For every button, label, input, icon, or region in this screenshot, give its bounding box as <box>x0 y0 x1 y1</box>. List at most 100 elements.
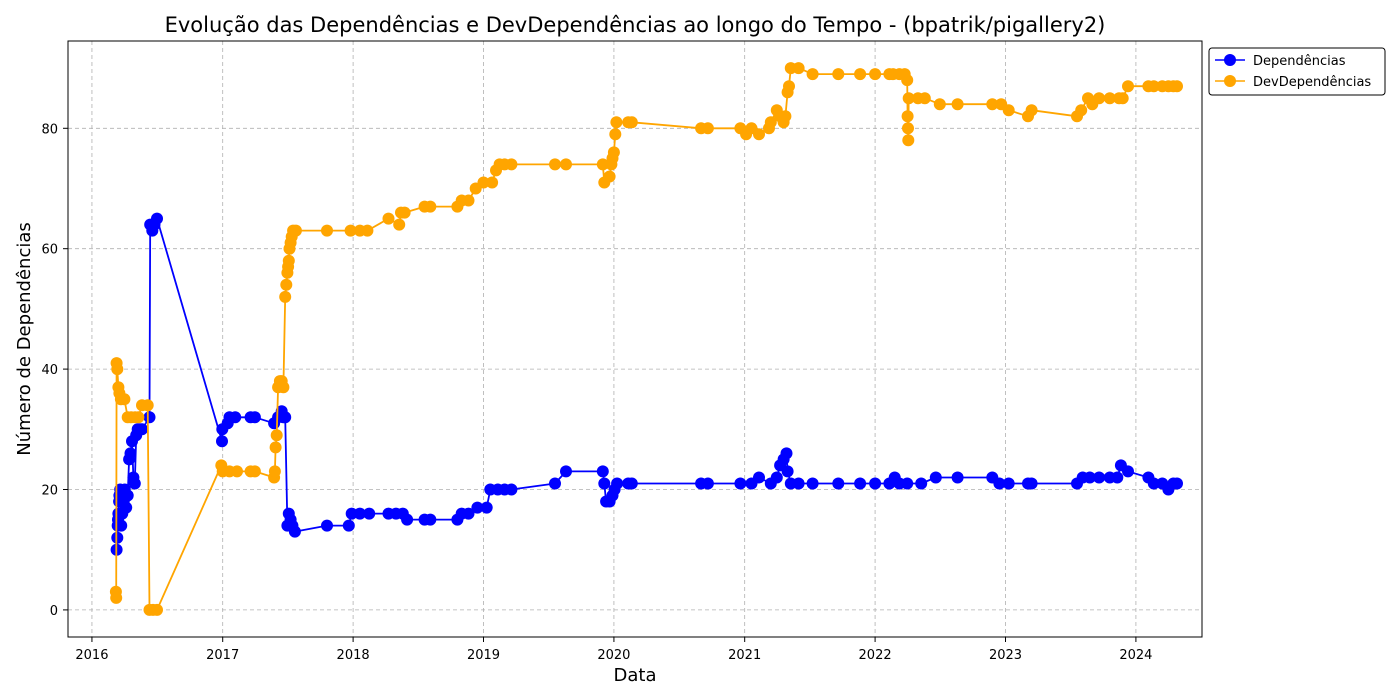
data-point-dependencias <box>136 423 148 436</box>
data-point-devdependencias <box>854 68 867 81</box>
series-devdependencias <box>109 62 1183 616</box>
x-tick-label: 2024 <box>1119 648 1152 663</box>
data-point-devdependencias <box>486 176 499 189</box>
data-point-dependencias <box>993 477 1006 490</box>
data-point-devdependencias <box>783 80 795 93</box>
data-point-devdependencias <box>918 92 931 105</box>
data-point-devdependencias <box>933 98 946 111</box>
data-point-dependencias <box>471 501 484 514</box>
data-point-dependencias <box>770 471 783 484</box>
data-point-devdependencias <box>268 465 281 478</box>
data-point-devdependencias <box>282 254 295 267</box>
data-point-dependencias <box>462 507 475 520</box>
data-point-dependencias <box>120 501 133 514</box>
data-point-devdependencias <box>1116 92 1129 105</box>
data-point-devdependencias <box>344 224 357 237</box>
data-point-dependencias <box>216 435 228 448</box>
data-point-devdependencias <box>951 98 964 111</box>
data-point-dependencias <box>780 447 793 460</box>
y-axis-label: Número de Dependências <box>14 222 35 456</box>
data-point-devdependencias <box>382 212 395 225</box>
y-tick-label: 80 <box>41 122 58 137</box>
data-point-devdependencias <box>1002 104 1015 117</box>
data-point-devdependencias <box>603 170 616 183</box>
data-point-devdependencias <box>610 116 623 129</box>
data-point-devdependencias <box>118 393 131 406</box>
data-point-devdependencias <box>477 176 490 189</box>
data-point-devdependencias <box>141 399 154 412</box>
legend-marker-dependencias <box>1224 54 1236 66</box>
data-point-dependencias <box>792 477 805 490</box>
data-point-devdependencias <box>625 116 638 129</box>
data-point-devdependencias <box>1171 80 1183 93</box>
data-point-devdependencias <box>231 465 243 478</box>
data-point-dependencias <box>151 212 163 225</box>
data-point-dependencias <box>424 513 437 526</box>
data-point-devdependencias <box>701 122 714 135</box>
data-point-dependencias <box>1083 471 1096 484</box>
x-tick-label: 2017 <box>206 648 239 663</box>
data-point-dependencias <box>869 477 882 490</box>
data-point-dependencias <box>832 477 845 490</box>
data-point-dependencias <box>901 477 914 490</box>
data-point-devdependencias <box>1075 104 1088 117</box>
series-dependencias <box>110 212 1183 556</box>
grid <box>68 41 1202 637</box>
x-axis-label: Data <box>614 665 657 686</box>
data-point-devdependencias <box>279 290 292 303</box>
data-point-devdependencias <box>1093 92 1106 105</box>
data-point-dependencias <box>124 447 137 460</box>
data-point-dependencias <box>1122 465 1134 478</box>
data-point-devdependencias <box>901 74 914 87</box>
data-point-devdependencias <box>902 122 914 135</box>
data-point-devdependencias <box>764 116 777 129</box>
data-point-devdependencias <box>398 206 411 219</box>
data-point-devdependencias <box>289 224 302 237</box>
x-tick-label: 2020 <box>597 648 630 663</box>
data-point-devdependencias <box>151 603 163 616</box>
data-point-devdependencias <box>321 224 333 237</box>
data-point-devdependencias <box>1122 80 1134 93</box>
data-point-devdependencias <box>986 98 999 111</box>
data-point-dependencias <box>229 411 242 424</box>
data-point-devdependencias <box>549 158 561 171</box>
x-tick-label: 2019 <box>467 648 500 663</box>
data-point-devdependencias <box>393 218 406 231</box>
data-point-dependencias <box>701 477 714 490</box>
x-tick-label: 2016 <box>75 648 108 663</box>
legend-marker-devdependencias <box>1224 75 1236 87</box>
data-point-devdependencias <box>753 128 765 141</box>
legend: Dependências DevDependências <box>1208 47 1386 96</box>
data-point-devdependencias <box>248 465 261 478</box>
data-point-dependencias <box>560 465 572 478</box>
data-point-devdependencias <box>1147 80 1160 93</box>
data-point-dependencias <box>1093 471 1106 484</box>
data-point-devdependencias <box>462 194 475 207</box>
data-point-devdependencias <box>902 92 915 105</box>
y-axis: 0 20 40 60 80 <box>41 122 68 619</box>
data-point-devdependencias <box>596 158 609 171</box>
data-point-dependencias <box>854 477 867 490</box>
data-point-devdependencias <box>779 110 792 123</box>
data-point-dependencias <box>401 513 414 526</box>
data-point-dependencias <box>929 471 942 484</box>
data-point-dependencias <box>363 507 376 520</box>
plot-frame <box>67 40 1203 638</box>
legend-label-devdependencias: DevDependências <box>1253 75 1371 90</box>
data-point-dependencias <box>1025 477 1038 490</box>
data-point-dependencias <box>549 477 561 490</box>
series-layer <box>109 62 1183 616</box>
data-point-dependencias <box>480 501 493 514</box>
data-point-dependencias <box>625 477 638 490</box>
y-tick-label: 0 <box>50 604 58 619</box>
data-point-devdependencias <box>1025 104 1038 117</box>
y-tick-label: 60 <box>41 243 58 258</box>
data-point-devdependencias <box>111 363 124 376</box>
data-point-dependencias <box>596 465 609 478</box>
data-point-devdependencias <box>902 134 915 147</box>
data-point-devdependencias <box>280 278 293 291</box>
data-point-dependencias <box>353 507 366 520</box>
x-axis: 2016 2017 2018 2019 2020 2021 2022 2023 2024 <box>75 637 1152 663</box>
